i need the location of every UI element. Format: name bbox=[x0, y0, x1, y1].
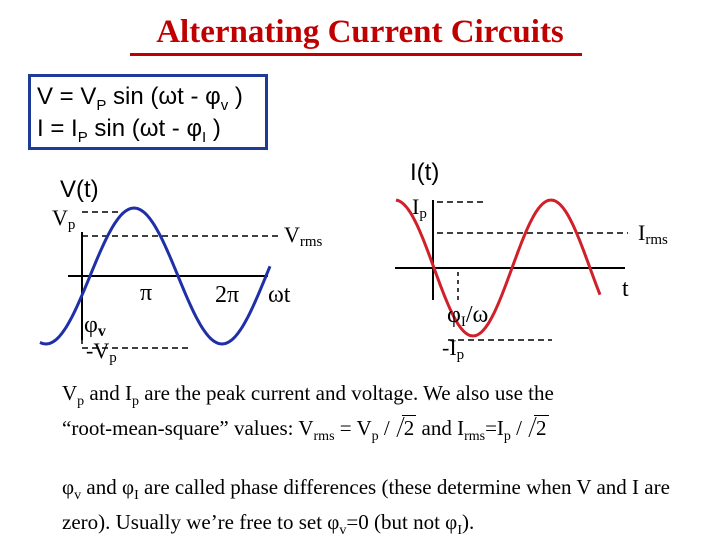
voltage-peak-label: Vp bbox=[52, 205, 75, 233]
two-pi-label: 2π bbox=[215, 282, 239, 308]
title-underline bbox=[130, 53, 582, 56]
p1-vp: V bbox=[62, 381, 78, 405]
phase-paragraph: φv and φI are called phase differences (… bbox=[62, 474, 682, 544]
p1-and-irms: and I bbox=[416, 416, 465, 441]
pi-label: π bbox=[140, 280, 152, 306]
p1-ip: and I bbox=[84, 381, 132, 405]
page-title: Alternating Current Circuits bbox=[156, 14, 564, 50]
p1-vrms-sub: rms bbox=[313, 429, 335, 445]
voltage-neg-peak-label: -Vp bbox=[86, 338, 117, 366]
current-eq-amplitude: I bbox=[71, 115, 78, 142]
p1-eq-ip: =I bbox=[485, 416, 504, 441]
current-eq-lhs: I = bbox=[37, 115, 72, 142]
p2-phi-v-sub-2: v bbox=[339, 523, 347, 539]
p2-text-zero: =0 (but not φ bbox=[346, 510, 458, 535]
p1-eq-vp: = V bbox=[334, 416, 372, 441]
current-eq-amplitude-sub: P bbox=[77, 128, 88, 146]
p2-phi-v: φ bbox=[62, 475, 75, 499]
p2-phi-i-sub-2: I bbox=[457, 523, 462, 539]
current-eq-sin: sin (ωt - bbox=[87, 115, 187, 142]
voltage-sine-curve bbox=[39, 206, 272, 346]
current-x-axis-label: t bbox=[622, 276, 629, 302]
current-sine-curve bbox=[395, 198, 602, 338]
p1-ip-sub: p bbox=[132, 394, 139, 410]
p2-phi-i: and φ bbox=[81, 475, 135, 499]
sqrt-two-2: 2 bbox=[524, 415, 549, 441]
p1-text-peak: are the peak current and voltage. We als… bbox=[139, 381, 554, 405]
current-peak-label: Ip bbox=[412, 194, 427, 222]
voltage-eq-sin: sin (ωt - bbox=[106, 83, 206, 110]
voltage-plot-title: V(t) bbox=[60, 176, 99, 203]
current-rms-label: Irms bbox=[638, 220, 668, 248]
p1-vp-sub: p bbox=[77, 394, 85, 410]
equation-box: V = VP sin (ωt - φv ) I = IP sin (ωt - φ… bbox=[28, 74, 268, 150]
voltage-x-axis-label: ωt bbox=[268, 282, 291, 308]
p1-eq-vp-sub: p bbox=[371, 429, 379, 445]
voltage-phase-label: φv bbox=[84, 312, 106, 340]
current-phase-label: φI/ω bbox=[447, 302, 488, 330]
voltage-rms-label: Vrms bbox=[284, 222, 323, 250]
voltage-eq-phi: φ bbox=[205, 83, 221, 110]
p1-irms-sub: rms bbox=[464, 429, 486, 445]
voltage-equation: V = VP sin (ωt - φv ) bbox=[37, 83, 243, 114]
sqrt-two-2-value: 2 bbox=[534, 415, 549, 441]
p2-phi-i-sub: I bbox=[134, 488, 139, 504]
voltage-eq-phi-sub: v bbox=[220, 96, 229, 114]
rms-paragraph: Vp and Ip are the peak current and volta… bbox=[62, 380, 682, 450]
voltage-eq-close: ) bbox=[228, 83, 243, 110]
p1-text-rms: “root-mean-square” values: V bbox=[62, 416, 314, 441]
sqrt-two-1-value: 2 bbox=[401, 415, 417, 441]
voltage-eq-lhs: V = bbox=[37, 83, 81, 110]
current-neg-peak-label: -Ip bbox=[442, 335, 464, 363]
p1-eq-ip-sub: p bbox=[503, 429, 511, 445]
voltage-eq-amplitude-sub: P bbox=[96, 96, 107, 114]
current-eq-phi: φ bbox=[186, 115, 203, 142]
p1-slash-2: / bbox=[510, 416, 523, 441]
p1-slash-1: / bbox=[378, 416, 390, 441]
current-eq-close: ) bbox=[206, 115, 221, 142]
voltage-eq-amplitude: V bbox=[80, 83, 97, 110]
sqrt-two-1: 2 bbox=[392, 415, 417, 441]
current-eq-phi-sub: I bbox=[202, 128, 207, 146]
current-plot-title: I(t) bbox=[410, 159, 439, 186]
current-equation: I = IP sin (ωt - φI ) bbox=[37, 115, 221, 146]
p2-phi-v-sub: v bbox=[74, 488, 82, 504]
p2-text-end: ). bbox=[461, 510, 475, 535]
p2-text-phase: are called phase differences (these dete… bbox=[62, 475, 670, 535]
